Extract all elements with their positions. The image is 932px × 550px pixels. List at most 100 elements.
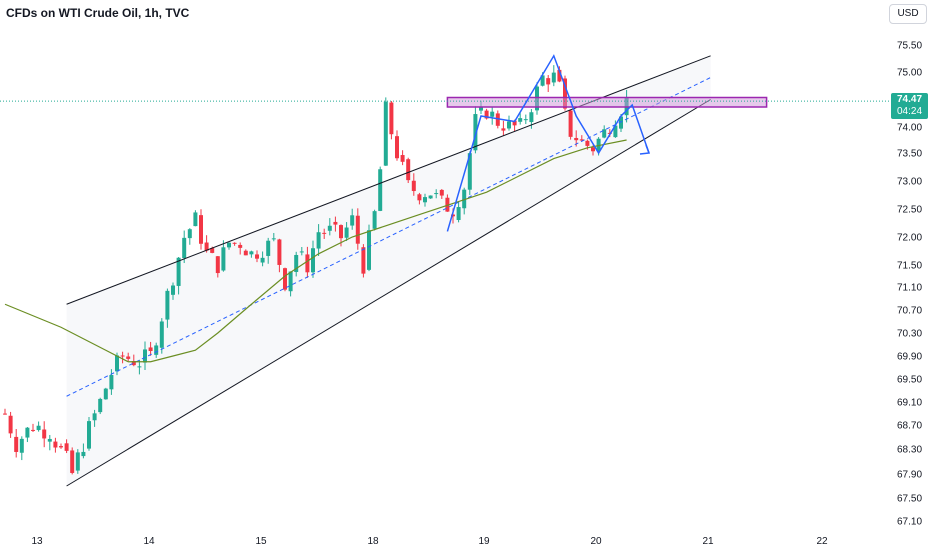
candle-body [19, 438, 24, 453]
candle-body [243, 250, 248, 256]
y-tick-label: 68.30 [897, 445, 922, 456]
candle-body [495, 113, 500, 126]
candle-body [227, 242, 231, 248]
candle-body [400, 155, 405, 162]
candle-body [596, 138, 601, 151]
candle-body [428, 195, 433, 199]
candle-body [171, 285, 175, 295]
candle-body [148, 347, 153, 352]
y-tick-label: 71.50 [897, 261, 922, 272]
candle-body [271, 238, 276, 240]
y-tick-label: 75.50 [897, 41, 922, 52]
candle-body [501, 128, 506, 131]
candle-body [619, 116, 623, 129]
bar-countdown: 04:24 [896, 106, 923, 117]
candle-body [467, 153, 472, 190]
candle-body [75, 452, 80, 471]
x-tick-label: 20 [590, 536, 602, 547]
candle-body [232, 242, 237, 244]
candle-body [126, 356, 131, 359]
candle-body [266, 240, 271, 256]
candle-body [115, 355, 119, 372]
candle-body [288, 271, 293, 292]
candle-body [339, 225, 343, 239]
candle-body [434, 193, 439, 195]
current-price-value: 74.47 [896, 94, 923, 105]
candle-body [344, 227, 349, 238]
candle-body [417, 194, 422, 201]
candle-body [507, 121, 511, 129]
candle-body [389, 102, 394, 135]
candle-body [406, 159, 411, 181]
candle-body [221, 247, 226, 271]
candle-body [25, 427, 30, 438]
candle-body [423, 197, 427, 203]
candle-body [540, 75, 545, 86]
channel-fill [66, 55, 711, 487]
candle-body [260, 257, 265, 263]
candle-body [154, 345, 159, 355]
candle-body [193, 212, 198, 227]
candle-body [283, 268, 287, 290]
resistance-zone [446, 96, 768, 108]
moving-average-line [4, 139, 627, 363]
x-tick-label: 13 [31, 536, 43, 547]
x-tick-label: 19 [478, 536, 490, 547]
candle-body [14, 436, 19, 452]
candle-body [70, 450, 75, 473]
candle-body [31, 429, 35, 431]
y-tick-label: 69.50 [897, 375, 922, 386]
candle-body [176, 257, 181, 286]
candle-body [439, 189, 444, 196]
candle-body [579, 139, 584, 141]
candle-body [484, 110, 489, 119]
x-tick-label: 14 [143, 536, 155, 547]
candle-body [311, 248, 315, 273]
candle-body [187, 229, 192, 239]
candle-body [59, 446, 63, 448]
y-tick-label: 70.70 [897, 306, 922, 317]
forecast-arrow-head [639, 144, 651, 155]
candle-body [613, 125, 618, 138]
candle-body [3, 413, 7, 415]
candle-body [255, 254, 259, 259]
candle-body [87, 421, 91, 449]
candle-body [36, 425, 41, 431]
candle-body [294, 254, 299, 272]
x-tick-label: 18 [367, 536, 379, 547]
candle-body [327, 225, 332, 231]
candle-body [98, 398, 103, 413]
candle-body [355, 215, 360, 244]
candle-body [523, 119, 528, 121]
currency-selector[interactable]: USD [889, 4, 927, 24]
candle-body [512, 120, 517, 126]
candle-body [316, 232, 321, 249]
candle-body [249, 251, 254, 255]
candle-body [182, 237, 187, 259]
y-tick-label: 67.10 [897, 517, 922, 528]
candle-body [42, 429, 47, 439]
chart-title: CFDs on WTI Crude Oil, 1h, TVC [6, 6, 190, 20]
candle-body [199, 215, 203, 244]
y-tick-label: 73.00 [897, 177, 922, 188]
candle-body [557, 69, 562, 82]
candle-body [602, 129, 607, 138]
y-tick-label: 68.70 [897, 421, 922, 432]
candle-body [210, 248, 215, 253]
candle-body [490, 111, 495, 117]
candle-body [165, 290, 170, 320]
candle-body [103, 388, 108, 400]
y-tick-label: 71.10 [897, 283, 922, 294]
candle-body [568, 110, 573, 137]
x-tick-label: 21 [702, 536, 714, 547]
candle-body [361, 247, 366, 274]
candle-body [546, 78, 551, 85]
y-tick-label: 67.90 [897, 470, 922, 481]
candle-body [215, 256, 220, 274]
candle-body [333, 221, 338, 225]
candle-body [64, 443, 69, 451]
candle-body [53, 441, 58, 448]
candle-body [120, 355, 125, 357]
candle-body [372, 211, 377, 229]
